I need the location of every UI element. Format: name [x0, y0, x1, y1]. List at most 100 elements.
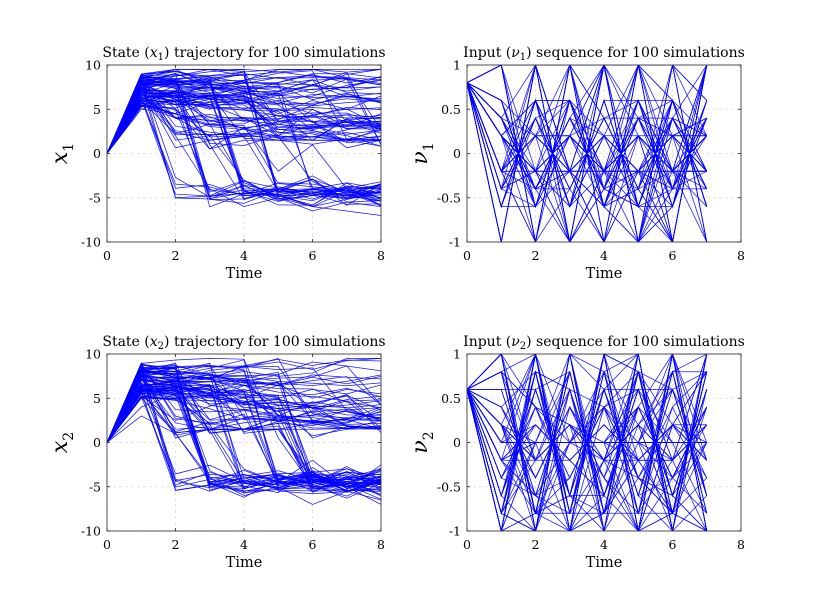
series-group: [467, 65, 708, 242]
x-tick-label: 0: [463, 248, 471, 263]
series-line-79: [107, 92, 381, 154]
series-line-94: [467, 65, 708, 242]
x-tick-label: 4: [240, 537, 248, 552]
series-line-85: [467, 354, 708, 531]
x-tick-label: 6: [309, 537, 317, 552]
series-line-98: [107, 102, 381, 154]
y-tick-label: 1: [453, 347, 461, 362]
title-suffix: ) trajectory for 100 simulations: [164, 334, 386, 350]
series-line-100: [467, 354, 708, 531]
y-tick-label: 10: [85, 58, 101, 73]
series-line-99: [467, 389, 708, 531]
series-line-93: [107, 69, 381, 154]
series-line-89: [107, 390, 381, 443]
title-prefix: State (: [102, 334, 149, 350]
series-line-90: [107, 69, 381, 195]
y-label-symbol: x: [48, 440, 73, 453]
series-line-96: [107, 92, 381, 192]
series-line-92: [467, 65, 708, 242]
chart-title: State (x2) trajectory for 100 simulation…: [102, 334, 385, 352]
y-tick-label: 5: [93, 102, 101, 117]
series-line-70: [107, 362, 381, 490]
y-tick-label: 0: [93, 435, 101, 450]
series-line-73: [107, 370, 381, 443]
series-line-19: [107, 367, 381, 492]
series-line-91: [107, 365, 381, 443]
x-tick-label: 2: [172, 248, 180, 263]
x-tick-label: 4: [240, 248, 248, 263]
series-line-97: [107, 81, 381, 154]
y-tick-label: 0: [93, 146, 101, 161]
series-line-64: [107, 391, 381, 492]
series-line-88: [107, 94, 381, 154]
series-line-94: [107, 372, 381, 492]
series-line-40: [107, 94, 381, 154]
y-label-symbol: ν: [408, 151, 433, 164]
x-tick-label: 4: [600, 248, 608, 263]
title-subscript: 2: [520, 341, 526, 352]
y-tick-label: -5: [89, 190, 101, 205]
series-line-84: [467, 65, 707, 190]
series-line-100: [467, 82, 708, 190]
x-tick-label: 2: [172, 537, 180, 552]
series-line-94: [467, 354, 708, 515]
y-label-subscript: 2: [61, 432, 77, 441]
x-axis-label: Time: [226, 555, 263, 571]
x-tick-label: 2: [532, 248, 540, 263]
title-symbol: ν: [511, 334, 520, 350]
title-symbol: ν: [511, 45, 520, 61]
x-tick-label: 6: [669, 248, 677, 263]
x-tick-label: 0: [103, 537, 111, 552]
y-tick-label: 0.5: [441, 391, 461, 406]
series-line-92: [107, 364, 381, 492]
x-tick-label: 6: [669, 537, 677, 552]
series-line-57: [107, 108, 381, 154]
y-axis-label: ν2: [408, 431, 437, 453]
y-tick-label: -0.5: [437, 479, 461, 494]
title-subscript: 1: [158, 52, 164, 63]
x-tick-label: 6: [309, 248, 317, 263]
series-line-100: [107, 395, 381, 443]
series-line-72: [107, 359, 381, 443]
series-line-58: [107, 96, 381, 207]
chart-title: Input (ν2) sequence for 100 simulations: [463, 334, 745, 352]
y-tick-label: -10: [81, 235, 101, 250]
series-line-84: [107, 397, 381, 485]
y-tick-label: -0.5: [437, 190, 461, 205]
series-line-56: [107, 69, 381, 194]
series-line-100: [107, 77, 381, 154]
y-tick-label: 1: [453, 58, 461, 73]
y-label-subscript: 1: [61, 143, 77, 152]
series-line-96: [107, 359, 381, 495]
y-tick-label: 0.5: [441, 102, 461, 117]
x-tick-label: 8: [737, 248, 745, 263]
series-line-2: [107, 384, 381, 443]
title-suffix: ) trajectory for 100 simulations: [164, 45, 386, 61]
series-line-91: [107, 94, 381, 154]
series-group: [467, 354, 708, 531]
series-line-97: [107, 366, 381, 443]
x-tick-label: 2: [532, 537, 540, 552]
title-symbol: x: [150, 45, 158, 61]
x-tick-label: 0: [103, 248, 111, 263]
title-prefix: Input (: [463, 334, 511, 350]
series-line-52: [107, 99, 381, 154]
y-tick-label: 0: [453, 146, 461, 161]
y-tick-label: -10: [81, 524, 101, 539]
series-line-85: [107, 84, 381, 154]
x-tick-label: 8: [377, 248, 385, 263]
title-symbol: x: [150, 334, 158, 350]
y-label-symbol: x: [48, 151, 73, 164]
series-line-61: [107, 79, 381, 154]
series-group: [107, 357, 381, 505]
y-label-subscript: 1: [421, 142, 437, 151]
y-axis-label: x1: [48, 143, 77, 164]
series-line-3: [107, 415, 381, 505]
series-line-99: [467, 65, 708, 242]
series-line-67: [107, 90, 381, 200]
series-line-84: [107, 104, 381, 202]
title-subscript: 1: [520, 52, 526, 63]
title-subscript: 2: [158, 341, 164, 352]
x-axis-label: Time: [586, 555, 623, 571]
